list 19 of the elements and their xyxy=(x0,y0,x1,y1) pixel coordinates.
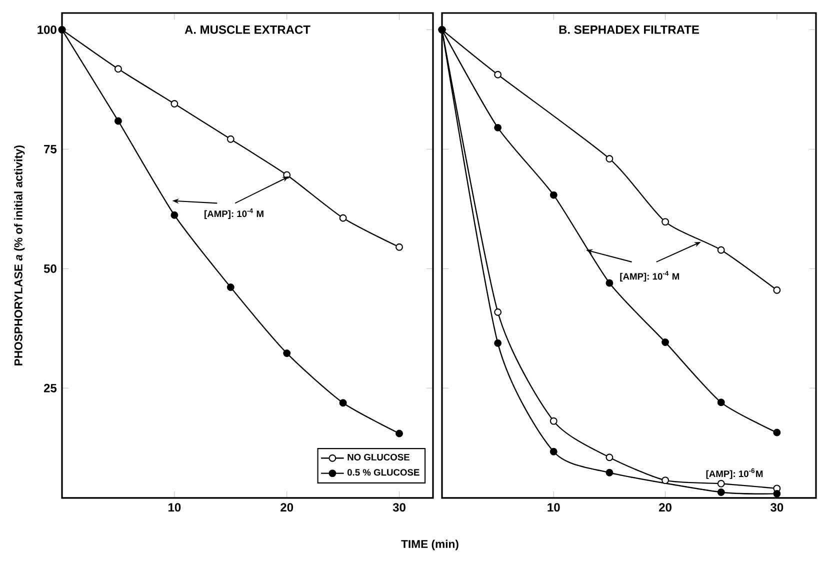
annotation: [AMP]: 10$^{-6}$M xyxy=(706,468,763,479)
y-tick-label: 50 xyxy=(44,264,56,273)
text: B. SEPHADEX FILTRATE xyxy=(559,25,699,34)
x-tick-label: 30 xyxy=(770,503,784,512)
y-tick-label: 25 xyxy=(44,384,57,392)
y-axis-title: PHOSPHORYLASE a (% of initial activity) xyxy=(14,145,25,366)
x-axis-title: TIME (min) xyxy=(401,540,458,550)
x-tick-label: 10 xyxy=(548,503,560,512)
legend-label: 0.5 % GLUCOSE xyxy=(347,469,420,476)
x-tick-label: 10 xyxy=(168,503,181,512)
text: A. MUSCLE EXTRACT xyxy=(184,25,310,34)
y-tick-label: 75 xyxy=(44,144,57,154)
annotation: [AMP]: 10$^{-4}$ M xyxy=(204,208,264,219)
x-tick-label: 30 xyxy=(392,503,406,512)
y-tick-label: 100 xyxy=(38,25,56,34)
x-tick-label: 20 xyxy=(280,503,294,512)
x-tick-label: 20 xyxy=(659,503,672,512)
annotation: [AMP]: 10$^{-4}$ M xyxy=(620,271,680,282)
legend-label: NO GLUCOSE xyxy=(348,454,410,460)
